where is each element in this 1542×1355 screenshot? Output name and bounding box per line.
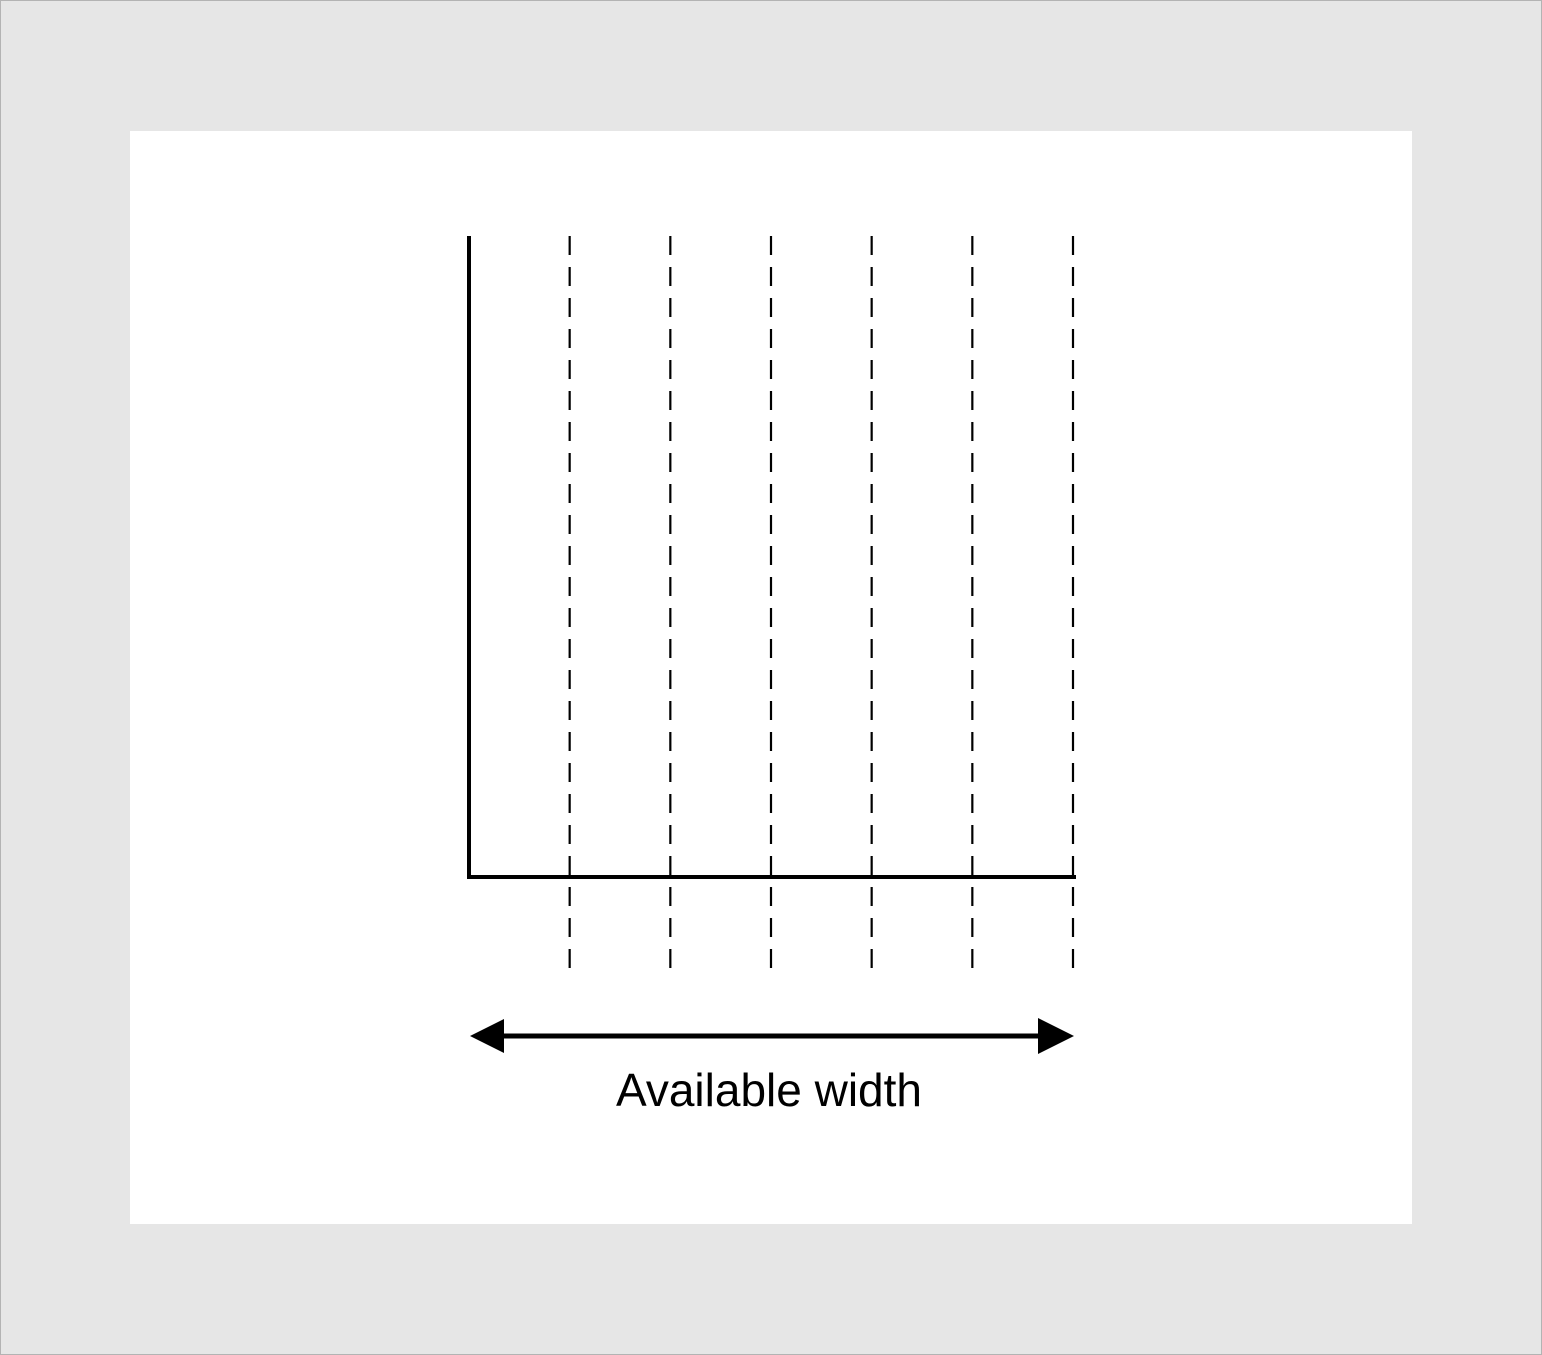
arrow-head-left <box>470 1019 504 1053</box>
column-guides <box>568 236 1075 972</box>
double-headed-arrow-icon <box>470 1018 1074 1054</box>
arrow-head-right <box>1038 1018 1074 1054</box>
available-width-label: Available width <box>616 1064 922 1116</box>
